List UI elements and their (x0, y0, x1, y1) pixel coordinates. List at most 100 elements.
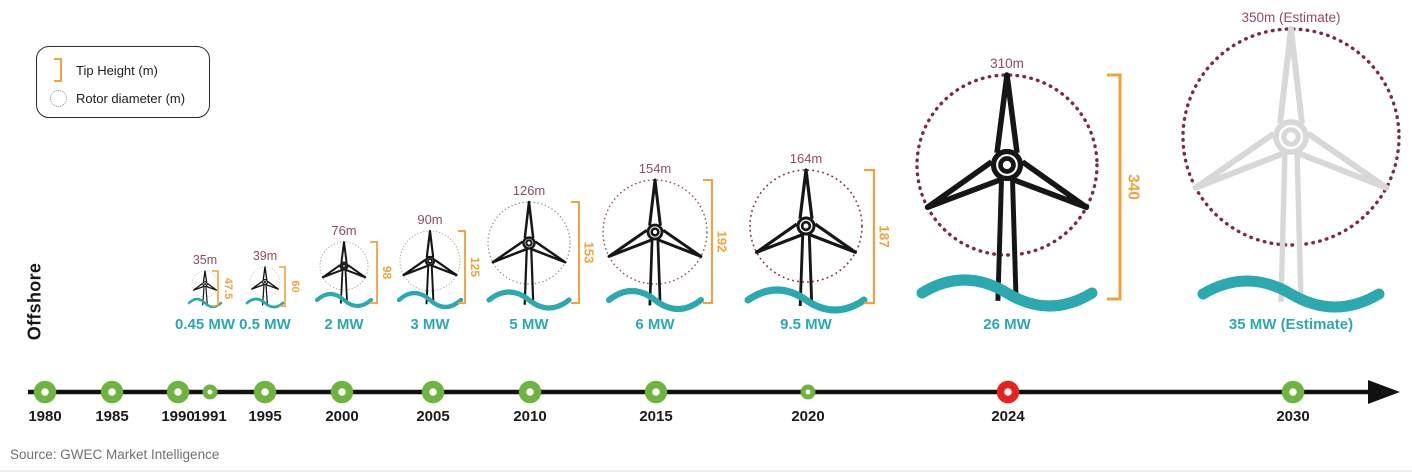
timeline-dot-1985 (100, 380, 124, 404)
turbine-blade (402, 259, 429, 277)
mw-rating-label: 0.45 MW (175, 316, 236, 333)
turbine-tower (1278, 148, 1288, 302)
tip-height-bracket (703, 178, 714, 305)
turbine-blade (425, 229, 435, 258)
rotor-diameter-label: 310m (990, 56, 1024, 71)
timeline-year-label: 1991 (193, 408, 226, 425)
timeline-dot-1991 (202, 384, 218, 400)
water-wave-icon (245, 297, 285, 309)
tip-height-bracket (370, 241, 378, 304)
turbine-graphic: 350m (Estimate) 35 MW (Estimate) (1181, 10, 1401, 333)
rotor-diameter-label: 154m (639, 161, 672, 176)
turbine-hub-center (998, 156, 1016, 174)
mw-rating-label: 26 MW (983, 316, 1031, 333)
turbine-hub-center (525, 239, 533, 247)
tip-height-value: 98 (380, 266, 394, 280)
legend-rotor-diameter-label: Rotor diameter (m) (76, 91, 186, 106)
turbine-hub-center (800, 220, 812, 232)
turbine-tower (995, 175, 1005, 301)
turbine-graphic: 340 310m 26 MW (915, 56, 1142, 333)
tip-height-value: 153 (582, 242, 597, 264)
mw-rating-label: 6 MW (635, 316, 675, 333)
tip-height-value: 187 (877, 225, 892, 248)
tip-height-bracket (212, 270, 219, 307)
timeline-year-label: 2005 (416, 408, 449, 425)
timeline-year-label: 2024 (991, 408, 1025, 425)
turbine-tower (430, 264, 435, 305)
water-wave-icon (486, 289, 572, 311)
water-wave-icon (744, 286, 868, 314)
turbine-blade (530, 240, 567, 264)
turbine-tower (1009, 175, 1019, 301)
rotor-diameter-label: 126m (513, 183, 546, 198)
timeline-year-label: 1985 (95, 408, 128, 425)
legend-tip-height-label: Tip Height (m) (76, 62, 158, 78)
turbine-blade (251, 280, 265, 290)
rotor-circle (602, 179, 708, 285)
rotor-diameter-label: 90m (417, 212, 442, 227)
turbine-blade (994, 72, 1020, 154)
turbine-hub-center (650, 227, 660, 237)
turbine-blade (491, 240, 528, 264)
turbine-blade (1192, 131, 1286, 191)
offshore-axis-label: Offshore (24, 262, 45, 341)
timeline-year-label: 1995 (248, 408, 281, 425)
tip-height-bracket (1107, 73, 1122, 301)
turbine-hub-center (427, 258, 433, 264)
tip-height-value: 125 (468, 257, 482, 277)
turbine-graphic: 192 154m 6 MW (602, 161, 730, 333)
timeline-year-label: 2030 (1276, 408, 1309, 425)
legend-item-rotor-diameter: Rotor diameter (m) (49, 90, 199, 107)
timeline-year-label: 1980 (28, 408, 61, 425)
turbine-blade (1296, 131, 1390, 191)
turbine-tower (344, 268, 349, 304)
timeline-year-label: 2010 (513, 408, 546, 425)
turbine-tower (265, 283, 269, 306)
legend-item-tip-height: Tip Height (m) (49, 58, 199, 82)
mw-rating-label: 0.5 MW (239, 316, 292, 333)
timeline-dot-1990 (166, 380, 190, 404)
turbine-hub-center (204, 283, 206, 285)
turbine-blade (345, 264, 367, 279)
rotor-diameter-label: 76m (331, 223, 356, 238)
tip-height-bracket (864, 168, 876, 305)
tip-height-value: 340 (1125, 174, 1142, 200)
turbine-graphic: 60 39m 0.5 MW (239, 249, 301, 333)
mw-rating-label: 35 MW (Estimate) (1229, 316, 1353, 333)
tip-height-bracket (571, 201, 580, 304)
timeline-year-label: 2015 (639, 408, 672, 425)
turbine-tower (530, 247, 535, 305)
turbine-blade (431, 259, 458, 277)
mw-rating-label: 9.5 MW (780, 316, 833, 333)
rotor-circle (1181, 27, 1401, 247)
timeline-dot-2005 (421, 380, 445, 404)
turbine-graphic: 125 90m 3 MW (396, 212, 482, 333)
mw-rating-label: 5 MW (509, 316, 549, 333)
source-caption: Source: GWEC Market Intelligence (10, 447, 220, 462)
water-wave-icon (916, 274, 1098, 312)
turbine-blade (808, 222, 858, 254)
turbine-blade (202, 270, 208, 283)
rotor-circle (487, 201, 571, 285)
bottom-divider (0, 470, 1412, 472)
rotor-circle (749, 169, 863, 283)
tip-height-bracket (458, 230, 466, 304)
rotor-diameter-label: 35m (193, 253, 217, 267)
turbine-hub-center (341, 263, 347, 269)
rotor-diameter-label: 350m (Estimate) (1241, 10, 1340, 25)
turbine-tower (205, 285, 208, 306)
tip-height-value: 192 (715, 231, 730, 253)
water-wave-icon (315, 292, 373, 308)
turbine-blade (321, 264, 343, 279)
timeline-arrow-icon (1368, 380, 1400, 404)
rotor-diameter-label: 39m (253, 249, 277, 263)
turbine-blade (265, 280, 279, 290)
timeline-dot-2024 (996, 380, 1020, 404)
turbine-graphic: 153 126m 5 MW (486, 183, 597, 333)
turbine-tower (807, 232, 814, 307)
turbine-blade (262, 266, 268, 280)
water-wave-icon (1197, 275, 1385, 313)
